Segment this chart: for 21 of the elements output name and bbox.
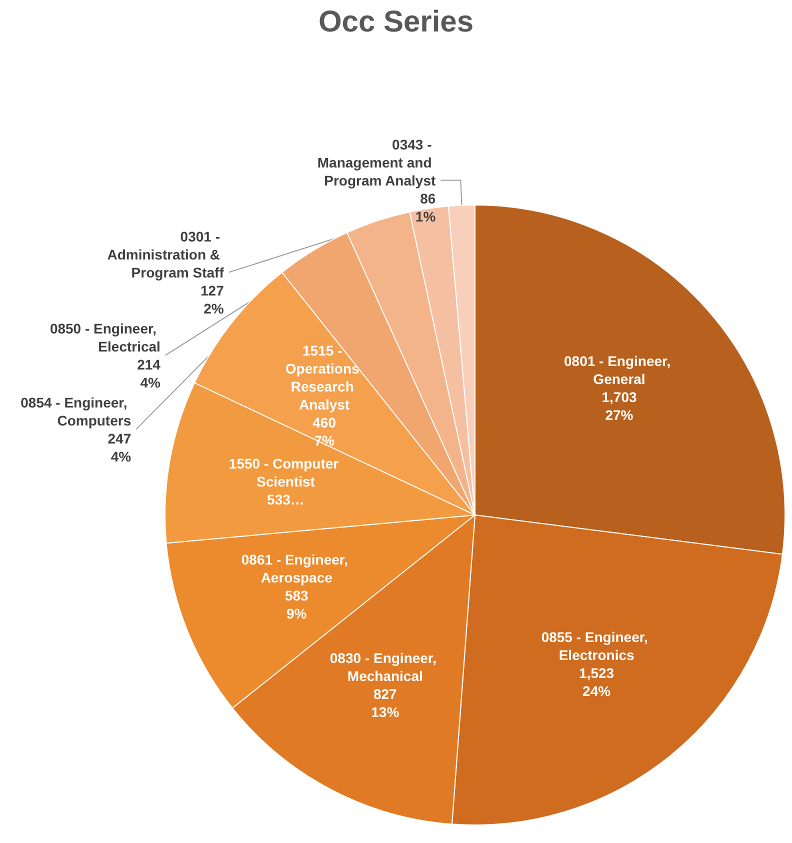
data-label: 1,703 27%: [602, 388, 637, 423]
slice-label: 1515 - Operations Research Analyst: [285, 342, 364, 413]
slice-label: 0855 - Engineer, Electronics: [541, 628, 652, 663]
slice-label: 0854 - Engineer, Computers: [20, 394, 132, 428]
slice-label: 0830 - Engineer, Mechanical: [330, 650, 440, 684]
slice-label: 0850 - Engineer, Electrical: [50, 320, 160, 354]
data-label: 827 13%: [371, 686, 400, 720]
slice-label: 0343 - Management and Program Analyst: [317, 136, 436, 188]
data-label: 86 1%: [415, 190, 436, 224]
slice-label: 0301 - Administration & Program Staff: [107, 228, 224, 280]
data-label: 127 2%: [200, 282, 224, 316]
data-label: 247 4%: [108, 430, 132, 464]
data-label: 1,523 24%: [579, 664, 614, 699]
data-label: 533…: [267, 492, 304, 508]
data-label: 214 4%: [137, 356, 161, 390]
data-label: 460 7%: [312, 414, 336, 449]
data-label: 583 9%: [284, 588, 309, 622]
slice-label: 1550 - Computer Scientist: [228, 456, 343, 490]
slice-label: 0801 - Engineer, General: [564, 352, 674, 387]
chart-title: Occ Series: [318, 6, 474, 38]
slice-label: 0861 - Engineer, Aerospace: [241, 552, 352, 586]
